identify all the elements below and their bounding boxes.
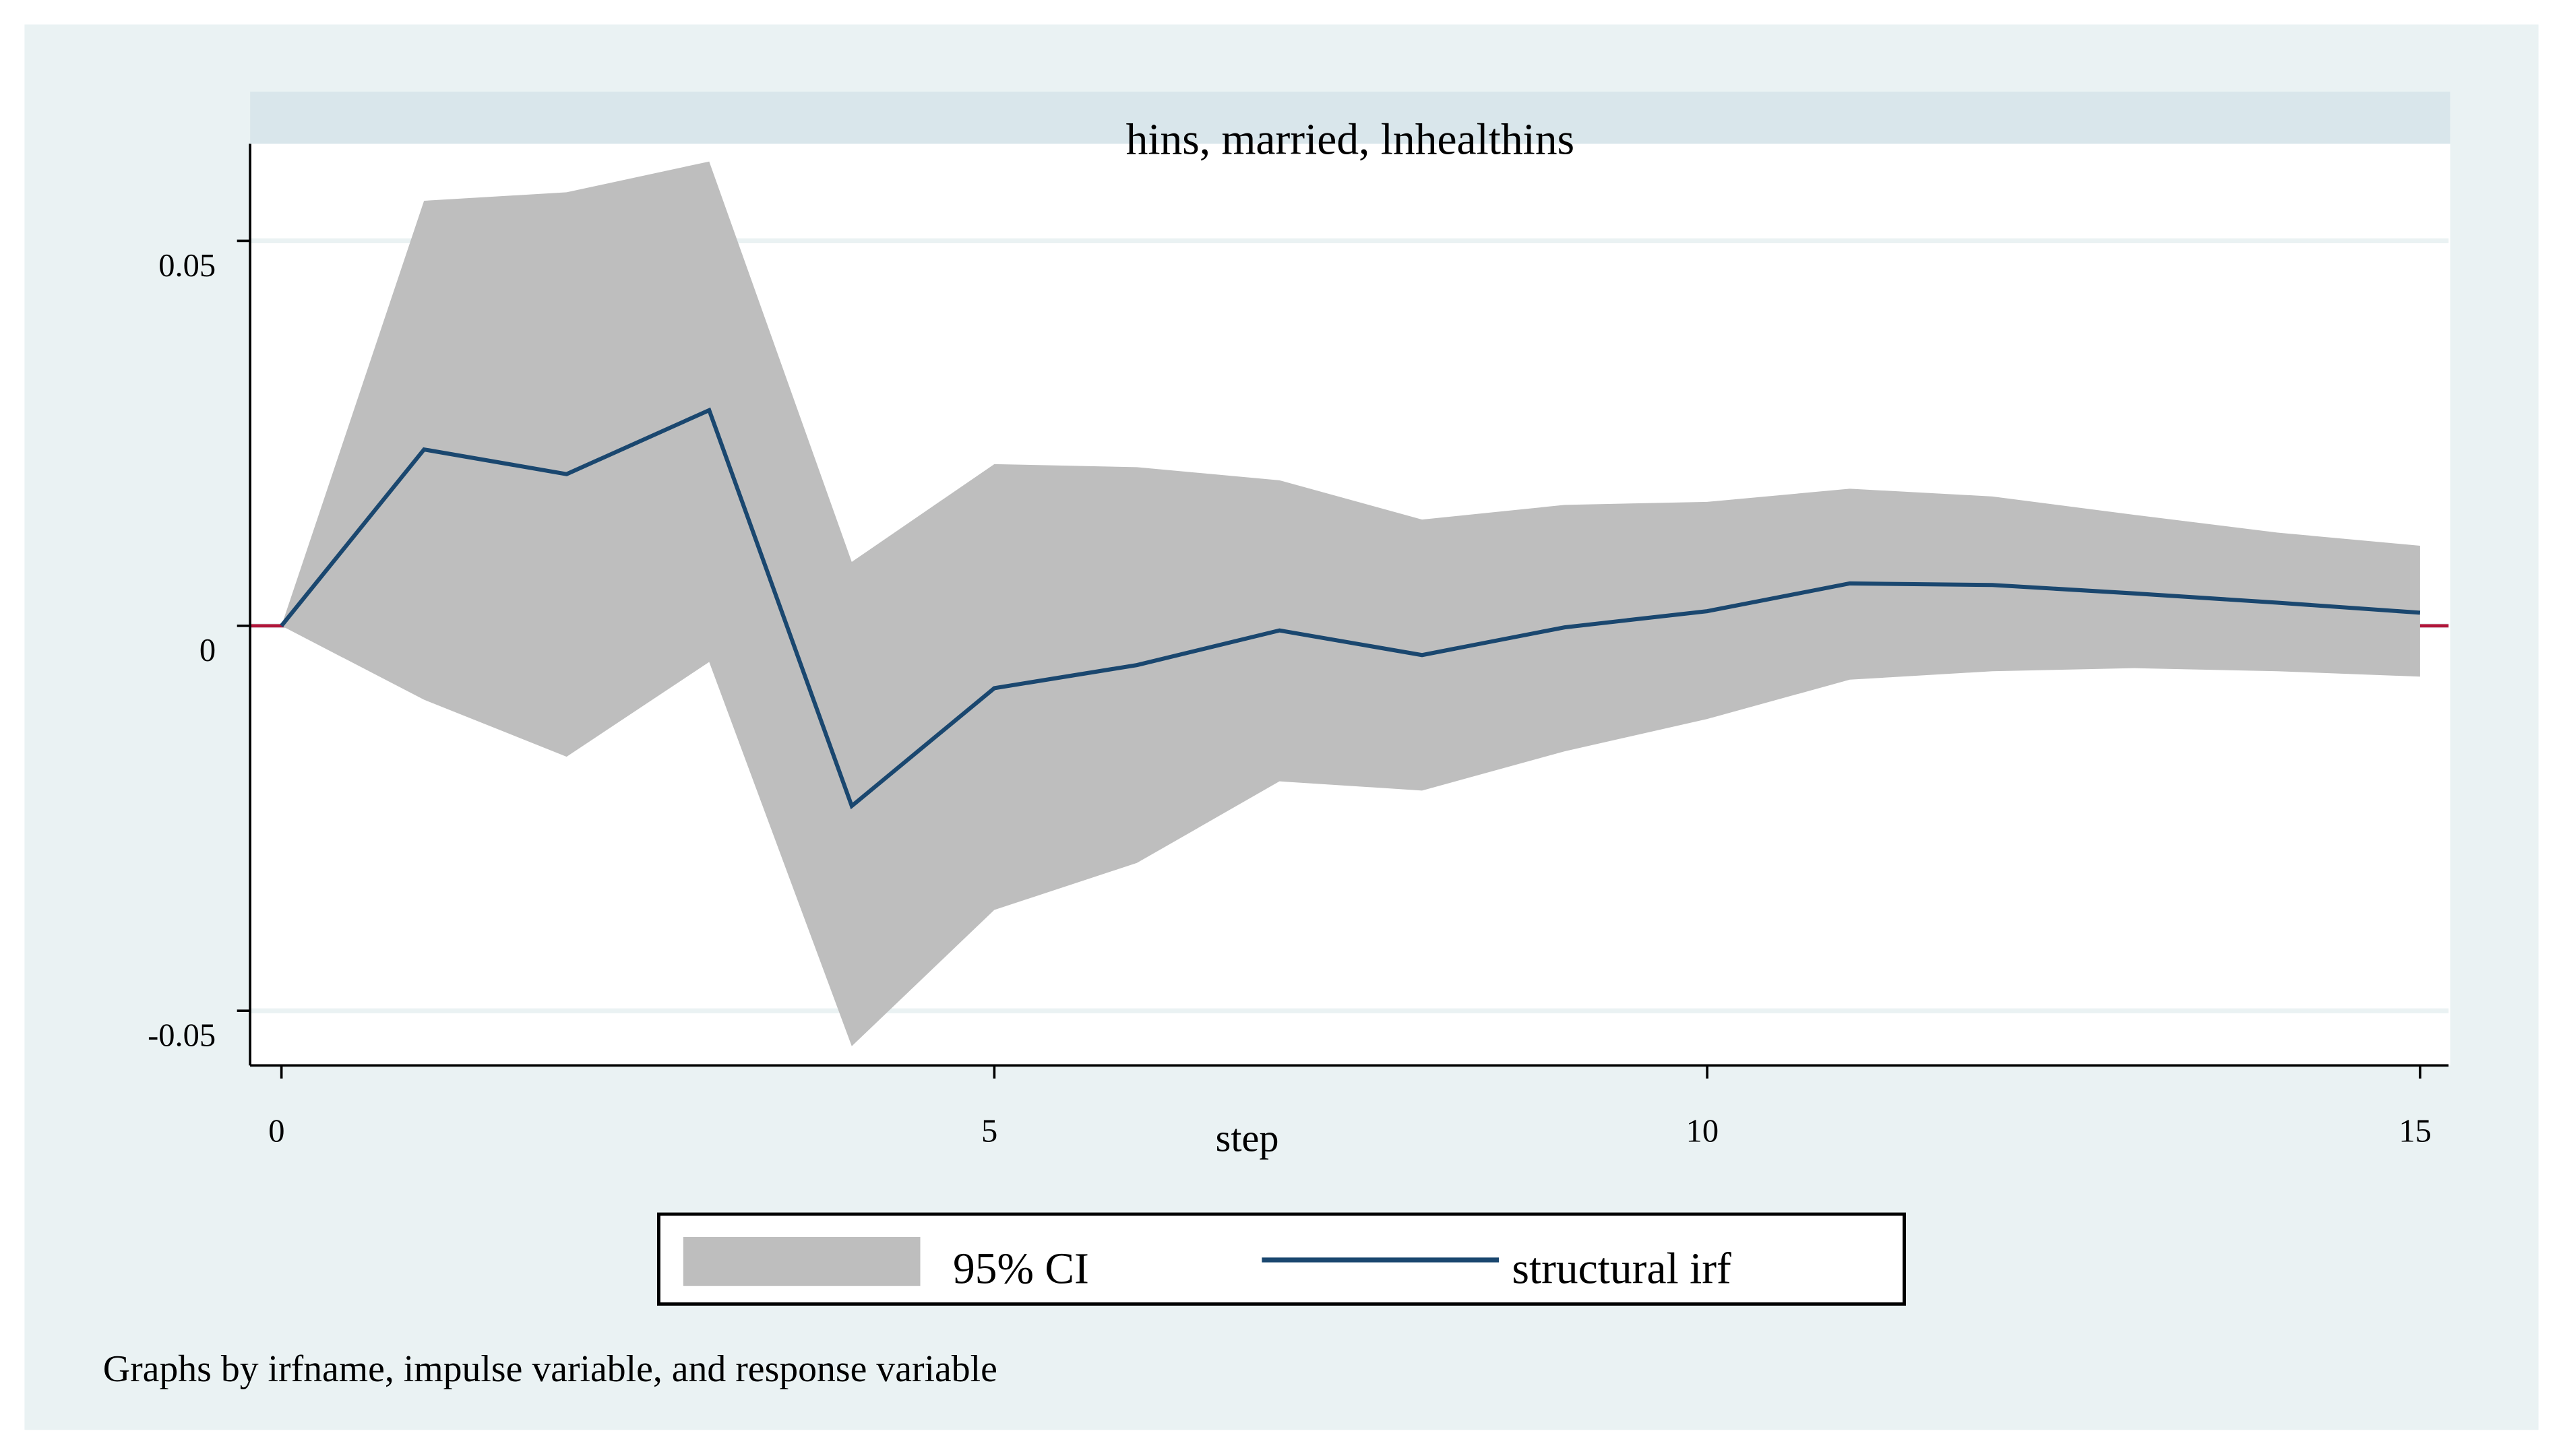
legend-items: 95% CI structural irf xyxy=(683,1237,1731,1293)
legend-label: 95% CI xyxy=(953,1244,1089,1293)
note: Graphs by irfname, impulse variable, and… xyxy=(103,1348,997,1390)
y-tick-label: 0.05 xyxy=(158,248,216,284)
ci-band xyxy=(281,161,2420,1046)
y-tick-label: 0 xyxy=(199,633,216,668)
irf-line xyxy=(280,407,2421,810)
x-tick-label: 5 xyxy=(981,1113,997,1149)
legend-swatch xyxy=(683,1237,921,1286)
y-tick-label: -0.05 xyxy=(148,1018,216,1054)
x-axis-label: step xyxy=(1216,1116,1279,1160)
plot: -0.05 0 0.05 0 5 10 15 xyxy=(148,144,2449,1149)
x-tick-label: 15 xyxy=(2399,1113,2431,1149)
legend-label: structural irf xyxy=(1512,1244,1731,1293)
x-tick-label: 0 xyxy=(268,1113,284,1149)
title-strip xyxy=(250,91,2450,144)
x-tick-label: 10 xyxy=(1686,1113,1719,1149)
chart-title: hins, married, lnhealthins xyxy=(1126,115,1574,164)
